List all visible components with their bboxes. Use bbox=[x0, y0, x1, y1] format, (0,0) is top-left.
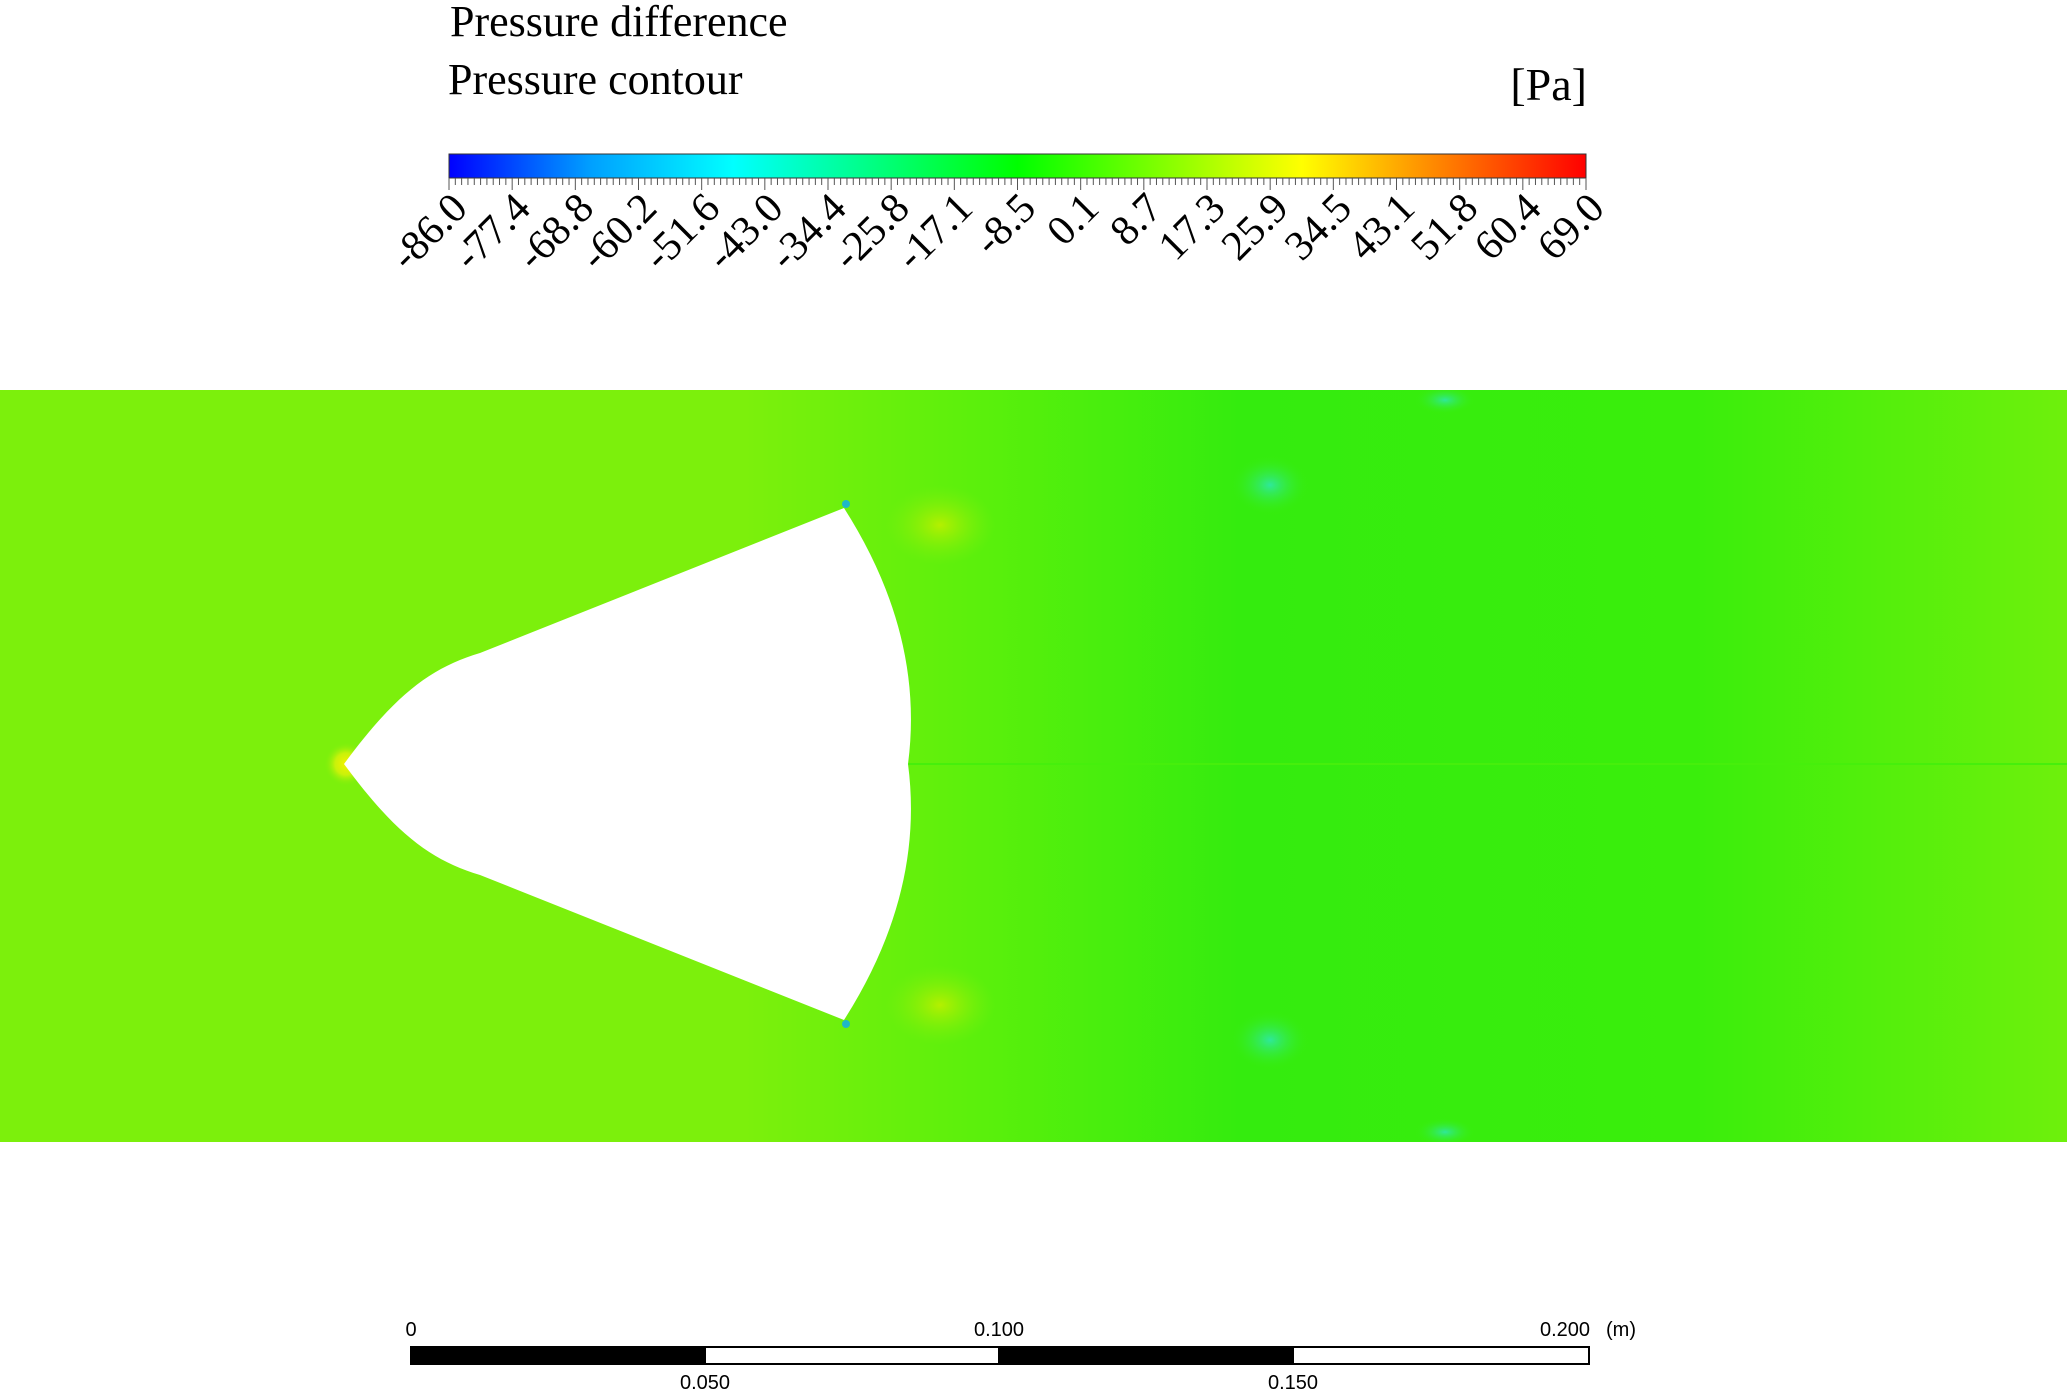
colorbar-tick-label: -8.5 bbox=[965, 185, 1045, 265]
legend-subtitle: Pressure contour bbox=[448, 55, 743, 104]
corner-low-pressure-lower bbox=[842, 1020, 850, 1028]
scale-segment-4 bbox=[1292, 1346, 1590, 1365]
scale-label-0-100: 0.100 bbox=[974, 1319, 1024, 1341]
edge-spot-top bbox=[1415, 390, 1475, 414]
legend-unit: [Pa] bbox=[1510, 59, 1587, 110]
scale-unit: (m) bbox=[1606, 1319, 1636, 1341]
high-pressure-region-upper bbox=[885, 485, 995, 565]
scale-bar: 0 0.100 0.200 (m) 0.050 0.150 bbox=[405, 1319, 1636, 1391]
colorbar-bar bbox=[448, 153, 1587, 179]
colorbar-tick-label: 0.1 bbox=[1038, 185, 1108, 255]
low-pressure-spot-upper bbox=[1230, 455, 1310, 515]
colorbar-minor-ticks bbox=[448, 178, 1587, 190]
scale-label-0-200: 0.200 bbox=[1540, 1319, 1590, 1341]
scale-label-0: 0 bbox=[405, 1319, 416, 1341]
high-pressure-region-lower bbox=[885, 965, 995, 1045]
colorbar-tick-labels: -86.0-77.4-68.8-60.2-51.6-43.0-34.4-25.8… bbox=[382, 185, 1613, 279]
bluff-body bbox=[344, 508, 911, 1020]
scale-segment-2 bbox=[704, 1346, 1000, 1365]
colorbar-tick-label: 69.0 bbox=[1529, 185, 1613, 269]
pressure-contour-plot bbox=[0, 390, 2067, 1142]
low-pressure-spot-lower bbox=[1230, 1010, 1310, 1070]
flow-field bbox=[0, 390, 2067, 1142]
scale-label-0-150: 0.150 bbox=[1268, 1372, 1318, 1391]
edge-spot-bottom bbox=[1415, 1118, 1475, 1142]
scale-segment-3 bbox=[998, 1346, 1294, 1365]
colorbar: -86.0-77.4-68.8-60.2-51.6-43.0-34.4-25.8… bbox=[382, 153, 1613, 279]
scale-label-0-050: 0.050 bbox=[680, 1372, 730, 1391]
scale-segment-1 bbox=[410, 1346, 706, 1365]
corner-low-pressure-upper bbox=[842, 500, 850, 508]
legend-title: Pressure difference bbox=[450, 0, 788, 46]
